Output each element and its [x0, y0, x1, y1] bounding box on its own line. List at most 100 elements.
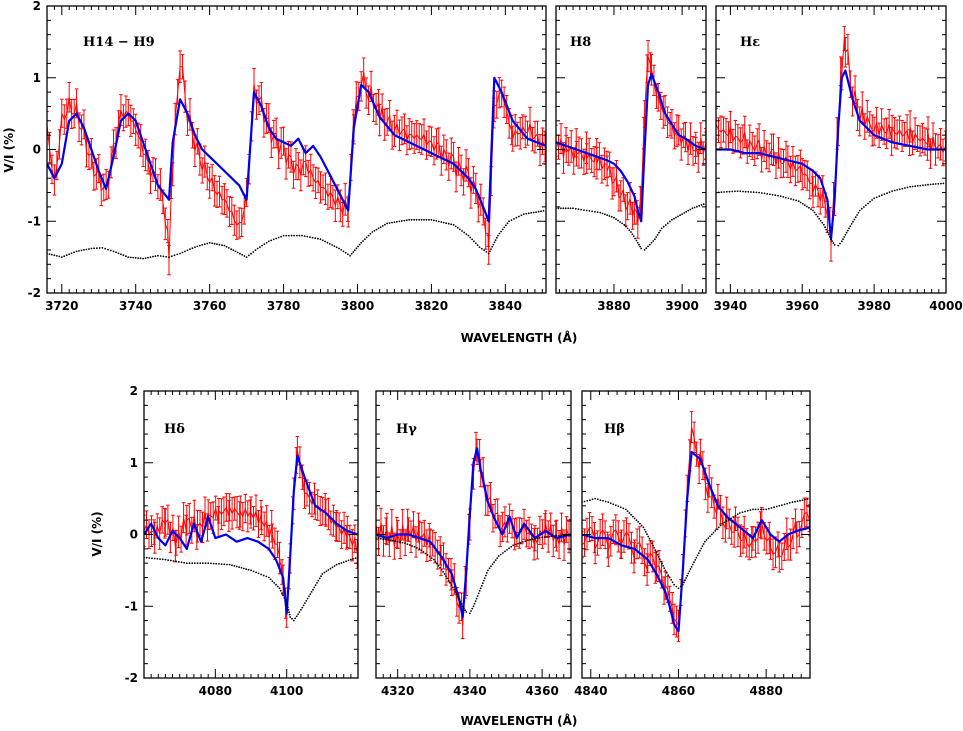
- intensity-point: [250, 252, 252, 255]
- intensity-point: [924, 184, 927, 186]
- intensity-point: [98, 247, 101, 249]
- intensity-point: [457, 595, 459, 598]
- intensity-point: [358, 243, 361, 246]
- intensity-point: [750, 191, 752, 193]
- intensity-point: [314, 584, 317, 587]
- intensity-point: [766, 193, 769, 195]
- intensity-point: [690, 565, 693, 568]
- intensity-point: [588, 210, 591, 212]
- intensity-point: [280, 235, 282, 238]
- intensity-point: [458, 598, 460, 600]
- intensity-point: [399, 541, 401, 544]
- intensity-point: [465, 233, 468, 236]
- intensity-point: [144, 257, 147, 259]
- intensity-point: [832, 242, 835, 244]
- intensity-point: [464, 609, 466, 611]
- intensity-point: [218, 243, 221, 246]
- intensity-point: [833, 244, 836, 246]
- intensity-point: [186, 249, 189, 252]
- intensity-point: [505, 224, 507, 227]
- intensity-point: [318, 577, 321, 580]
- intensity-point: [791, 501, 794, 504]
- intensity-point: [752, 191, 755, 194]
- intensity-point: [779, 195, 782, 198]
- intensity-point: [662, 565, 664, 567]
- intensity-point: [687, 572, 690, 575]
- intensity-point: [469, 612, 471, 615]
- intensity-point: [752, 508, 754, 511]
- intensity-point: [236, 251, 239, 254]
- intensity-point: [522, 213, 525, 216]
- intensity-point: [609, 502, 612, 505]
- panel-6: 4840 4860 4880 Hβ: [574, 390, 811, 698]
- intensity-point: [319, 238, 322, 241]
- intensity-point: [78, 250, 80, 252]
- intensity-point: [273, 582, 276, 584]
- x-tick-label: 3960: [786, 299, 819, 313]
- intensity-point: [284, 599, 287, 602]
- intensity-point: [463, 607, 465, 610]
- intensity-point: [169, 559, 172, 562]
- intensity-point: [389, 539, 392, 542]
- intensity-point: [716, 528, 718, 530]
- intensity-point: [632, 515, 634, 518]
- intensity-point: [474, 242, 477, 245]
- intensity-point: [560, 207, 562, 210]
- x-tick-label: 4860: [662, 684, 695, 698]
- intensity-point: [56, 255, 58, 257]
- x-tick-label: 4840: [574, 684, 607, 698]
- intensity-point: [491, 245, 494, 248]
- intensity-point: [773, 506, 775, 509]
- intensity-point: [408, 544, 411, 546]
- intensity-point: [504, 550, 506, 553]
- intensity-point: [640, 524, 643, 527]
- intensity-point: [218, 563, 220, 565]
- intensity-point: [321, 239, 324, 242]
- intensity-point: [243, 255, 246, 257]
- intensity-point: [73, 251, 75, 254]
- intensity-point: [612, 503, 615, 506]
- intensity-point: [896, 189, 899, 191]
- intensity-point: [381, 225, 384, 227]
- intensity-point: [506, 222, 509, 225]
- intensity-point: [702, 203, 705, 206]
- intensity-point: [342, 250, 345, 253]
- intensity-point: [839, 242, 841, 245]
- intensity-point: [48, 253, 51, 256]
- intensity-point: [451, 586, 454, 589]
- x-tick-label: 4360: [525, 684, 558, 698]
- intensity-point: [703, 540, 706, 543]
- intensity-point: [702, 543, 705, 545]
- intensity-point: [472, 605, 475, 608]
- intensity-point: [683, 581, 685, 584]
- intensity-point: [621, 222, 623, 225]
- intensity-point: [650, 542, 653, 545]
- intensity-point: [352, 251, 355, 253]
- intensity-point: [333, 565, 336, 567]
- intensity-point: [482, 579, 485, 582]
- intensity-point: [732, 516, 735, 518]
- intensity-point: [418, 218, 420, 221]
- intensity-point: [738, 512, 741, 514]
- intensity-point: [681, 583, 684, 586]
- intensity-point: [508, 547, 510, 550]
- intensity-point: [450, 584, 453, 587]
- intensity-point: [498, 232, 501, 235]
- intensity-point: [340, 249, 343, 251]
- intensity-point: [767, 507, 770, 510]
- intensity-point: [63, 255, 66, 258]
- intensity-point: [252, 251, 255, 253]
- intensity-point: [167, 559, 170, 561]
- intensity-point: [456, 227, 459, 229]
- intensity-point: [460, 603, 463, 605]
- intensity-point: [560, 534, 563, 537]
- intensity-point: [580, 208, 583, 211]
- intensity-point: [267, 240, 270, 243]
- intensity-point: [757, 508, 760, 511]
- intensity-point: [289, 616, 292, 618]
- intensity-point: [321, 573, 324, 575]
- intensity-point: [317, 237, 319, 240]
- intensity-point: [852, 220, 854, 223]
- intensity-point: [282, 234, 285, 237]
- intensity-point: [695, 556, 698, 559]
